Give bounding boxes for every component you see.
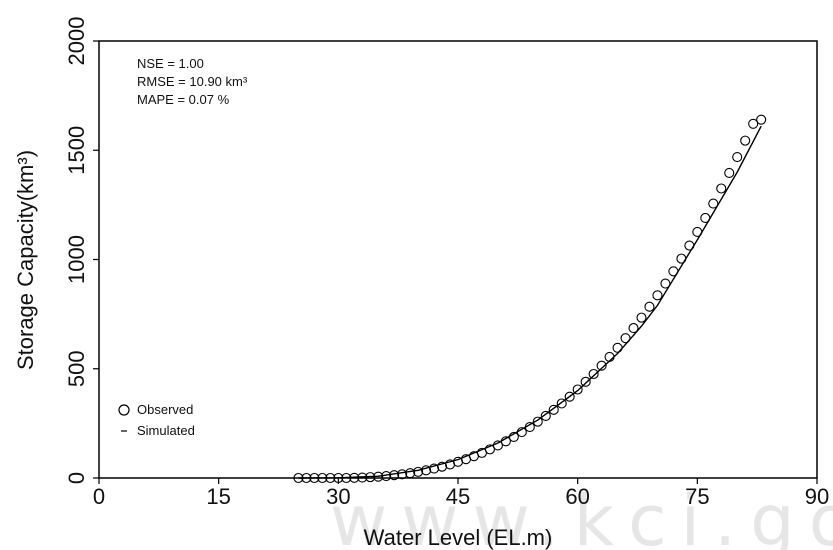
observed-point [628,323,639,334]
observed-point [421,465,432,476]
observed-point [548,404,559,415]
observed-point [652,290,663,301]
observed-point [429,463,440,474]
observed-point [588,368,599,380]
legend-simulated-label: Simulated [137,423,195,438]
simulated-line [298,125,762,479]
x-tick-label: 30 [326,484,350,509]
y-tick-label: 1000 [64,235,89,284]
x-axis-title: Water Level (EL.m) [364,525,553,550]
observed-point [732,151,743,163]
observed-point [644,301,655,312]
observed-point [756,114,767,125]
y-tick-label: 1500 [64,126,89,175]
x-tick-label: 75 [685,484,709,509]
y-tick-label: 2000 [64,17,89,66]
observed-point [413,466,424,477]
observed-point [397,469,408,480]
watermark: www.kci.go.kr [330,480,833,550]
x-tick-label: 60 [565,484,589,509]
observed-point [405,468,416,479]
observed-point [740,135,751,146]
x-tick-label: 90 [805,484,829,509]
observed-series [293,114,767,484]
x-tick-label: 0 [93,484,105,509]
observed-point [716,183,727,194]
observed-point [484,444,495,455]
observed-point [564,391,575,402]
nse-text: NSE = 1.00 [137,56,204,71]
x-tick-label: 15 [206,484,230,509]
stats-annotation: NSE = 1.00 RMSE = 10.90 km³ MAPE = 0.07 … [137,56,248,107]
y-tick-label: 500 [64,350,89,387]
x-axis: 0 15 30 45 60 75 90 [93,478,829,509]
observed-point [532,416,543,427]
legend-observed-label: Observed [137,402,193,417]
x-tick-label: 45 [446,484,470,509]
observed-point [556,398,567,409]
observed-point [748,118,759,129]
observed-point [596,360,607,371]
y-tick-label: 0 [64,472,89,484]
observed-point [580,376,591,387]
rmse-text: RMSE = 10.90 km³ [137,74,248,89]
legend-observed-marker [118,404,130,416]
simulated-series [298,125,762,479]
mape-text: MAPE = 0.07 % [137,92,230,107]
observed-point [572,384,583,395]
legend: Observed Simulated [118,402,195,438]
observed-point [612,342,623,353]
observed-point [540,410,551,421]
y-axis: 0 500 1000 1500 2000 [64,17,99,484]
observed-point [724,167,735,179]
observed-point [636,312,647,323]
y-axis-title: Storage Capacity(km³) [13,150,38,370]
observed-point [708,198,719,209]
observed-point [436,461,448,472]
